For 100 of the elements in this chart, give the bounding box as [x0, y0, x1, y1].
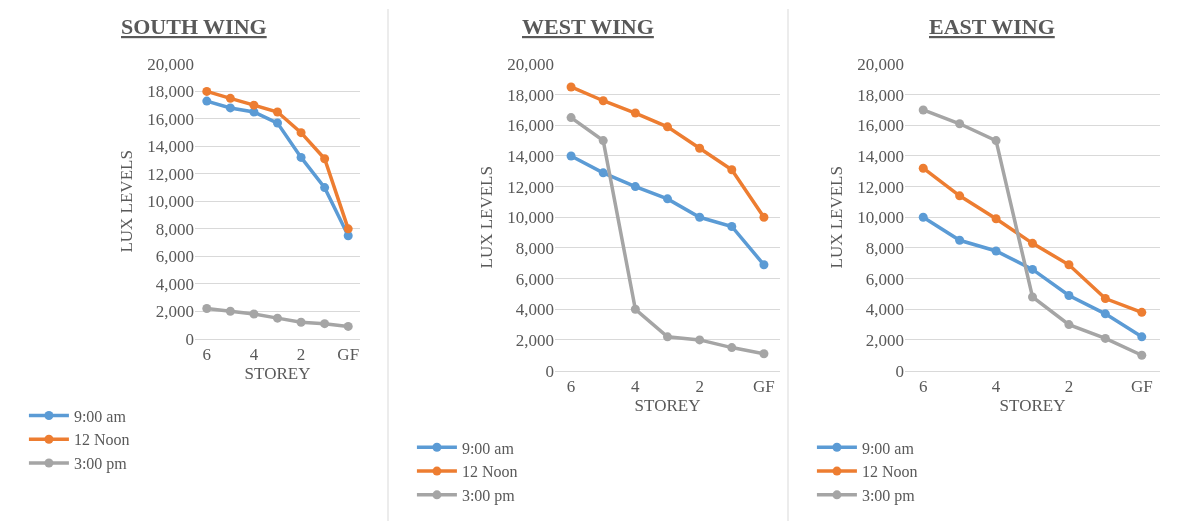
legend-label: 12 Noon [861, 463, 918, 481]
x-tick-label: 2 [695, 376, 704, 396]
y-tick-label: 14,000 [147, 137, 194, 157]
point [630, 108, 640, 118]
point [249, 100, 259, 110]
point [1064, 260, 1074, 270]
y-tick-label: 18,000 [857, 85, 904, 105]
point [663, 332, 672, 342]
x-tick-label: GF [337, 345, 360, 365]
point [1137, 332, 1147, 342]
point [955, 235, 965, 245]
point [225, 306, 235, 316]
point [663, 122, 672, 132]
point [663, 194, 672, 204]
point [566, 82, 576, 92]
x-tick-label: GF [753, 376, 775, 396]
point [1028, 264, 1037, 274]
y-tick-label: 4,000 [515, 300, 554, 320]
y-tick-label: 0 [545, 361, 554, 381]
legend-label: 12 Noon [461, 463, 518, 481]
y-tick-label: 14,000 [507, 146, 554, 166]
y-tick-label: 0 [895, 361, 904, 381]
point [1064, 290, 1074, 300]
point [343, 321, 353, 331]
legend-label: 3:00 pm [861, 487, 916, 506]
y-tick-label: 2,000 [515, 330, 554, 350]
point [695, 143, 705, 153]
point [225, 93, 235, 103]
y-tick-label: 20,000 [857, 54, 904, 74]
point [727, 343, 737, 353]
y-tick-label: 18,000 [507, 85, 554, 105]
x-axis-title: STOREY [244, 364, 311, 384]
point [759, 260, 769, 270]
point [918, 105, 928, 115]
y-tick-label: 2,000 [865, 330, 904, 350]
y-tick-label: 10,000 [507, 208, 554, 228]
x-tick-label: 4 [631, 376, 641, 396]
point [759, 349, 769, 359]
y-tick-label: 8,000 [515, 238, 554, 258]
point [566, 113, 576, 123]
point [273, 107, 282, 117]
x-tick-label: 2 [1064, 376, 1074, 396]
x-axis-title: STOREY [634, 395, 701, 415]
point [1028, 238, 1037, 248]
point [991, 246, 1001, 256]
point [955, 191, 965, 201]
y-tick-label: 20,000 [147, 54, 194, 74]
y-tick-label: 4,000 [865, 300, 904, 320]
y-tick-label: 18,000 [147, 82, 194, 102]
x-axis-title: STOREY [999, 395, 1066, 415]
y-tick-label: 6,000 [155, 247, 194, 267]
chart-title: SOUTH WING [121, 14, 267, 39]
y-tick-label: 14,000 [857, 146, 904, 166]
x-tick-label: 6 [918, 376, 928, 396]
y-tick-label: 16,000 [857, 116, 904, 136]
point [273, 313, 282, 323]
legend-label: 9:00 am [73, 407, 127, 425]
point [1137, 350, 1147, 360]
x-tick-label: 2 [296, 345, 306, 365]
point [918, 212, 928, 222]
point [320, 154, 330, 164]
legend-label: 12 Noon [73, 431, 130, 449]
legend-label: 3:00 pm [73, 455, 128, 474]
x-tick-label: 4 [249, 345, 259, 365]
point [225, 103, 235, 113]
chart-title: WEST WING [522, 14, 654, 39]
y-axis-title: LUX LEVELS [826, 166, 846, 269]
point [296, 152, 306, 162]
point [759, 212, 769, 222]
x-tick-label: GF [1130, 376, 1153, 396]
y-axis-title: LUX LEVELS [116, 150, 136, 253]
point [695, 212, 705, 222]
y-tick-label: 20,000 [507, 54, 554, 74]
point [1064, 320, 1074, 330]
point [695, 335, 705, 345]
y-tick-label: 10,000 [857, 208, 904, 228]
point [202, 96, 212, 106]
y-tick-label: 8,000 [155, 219, 194, 239]
y-tick-label: 12,000 [857, 177, 904, 197]
point [991, 214, 1001, 224]
point [296, 128, 306, 138]
point [630, 304, 640, 314]
point [1100, 294, 1110, 304]
x-tick-label: 6 [202, 345, 212, 365]
y-tick-label: 10,000 [147, 192, 194, 212]
point [273, 118, 282, 128]
x-tick-label: 4 [991, 376, 1001, 396]
y-tick-label: 16,000 [507, 116, 554, 136]
point [202, 86, 212, 96]
point [1137, 307, 1147, 317]
y-tick-label: 6,000 [865, 269, 904, 289]
y-tick-label: 4,000 [155, 274, 194, 294]
y-axis-title: LUX LEVELS [476, 166, 496, 269]
point [955, 119, 965, 129]
point [598, 96, 608, 106]
legend-label: 9:00 am [461, 439, 515, 457]
y-tick-label: 6,000 [515, 269, 554, 289]
point [1100, 309, 1110, 319]
point [1100, 333, 1110, 343]
point [296, 317, 306, 327]
